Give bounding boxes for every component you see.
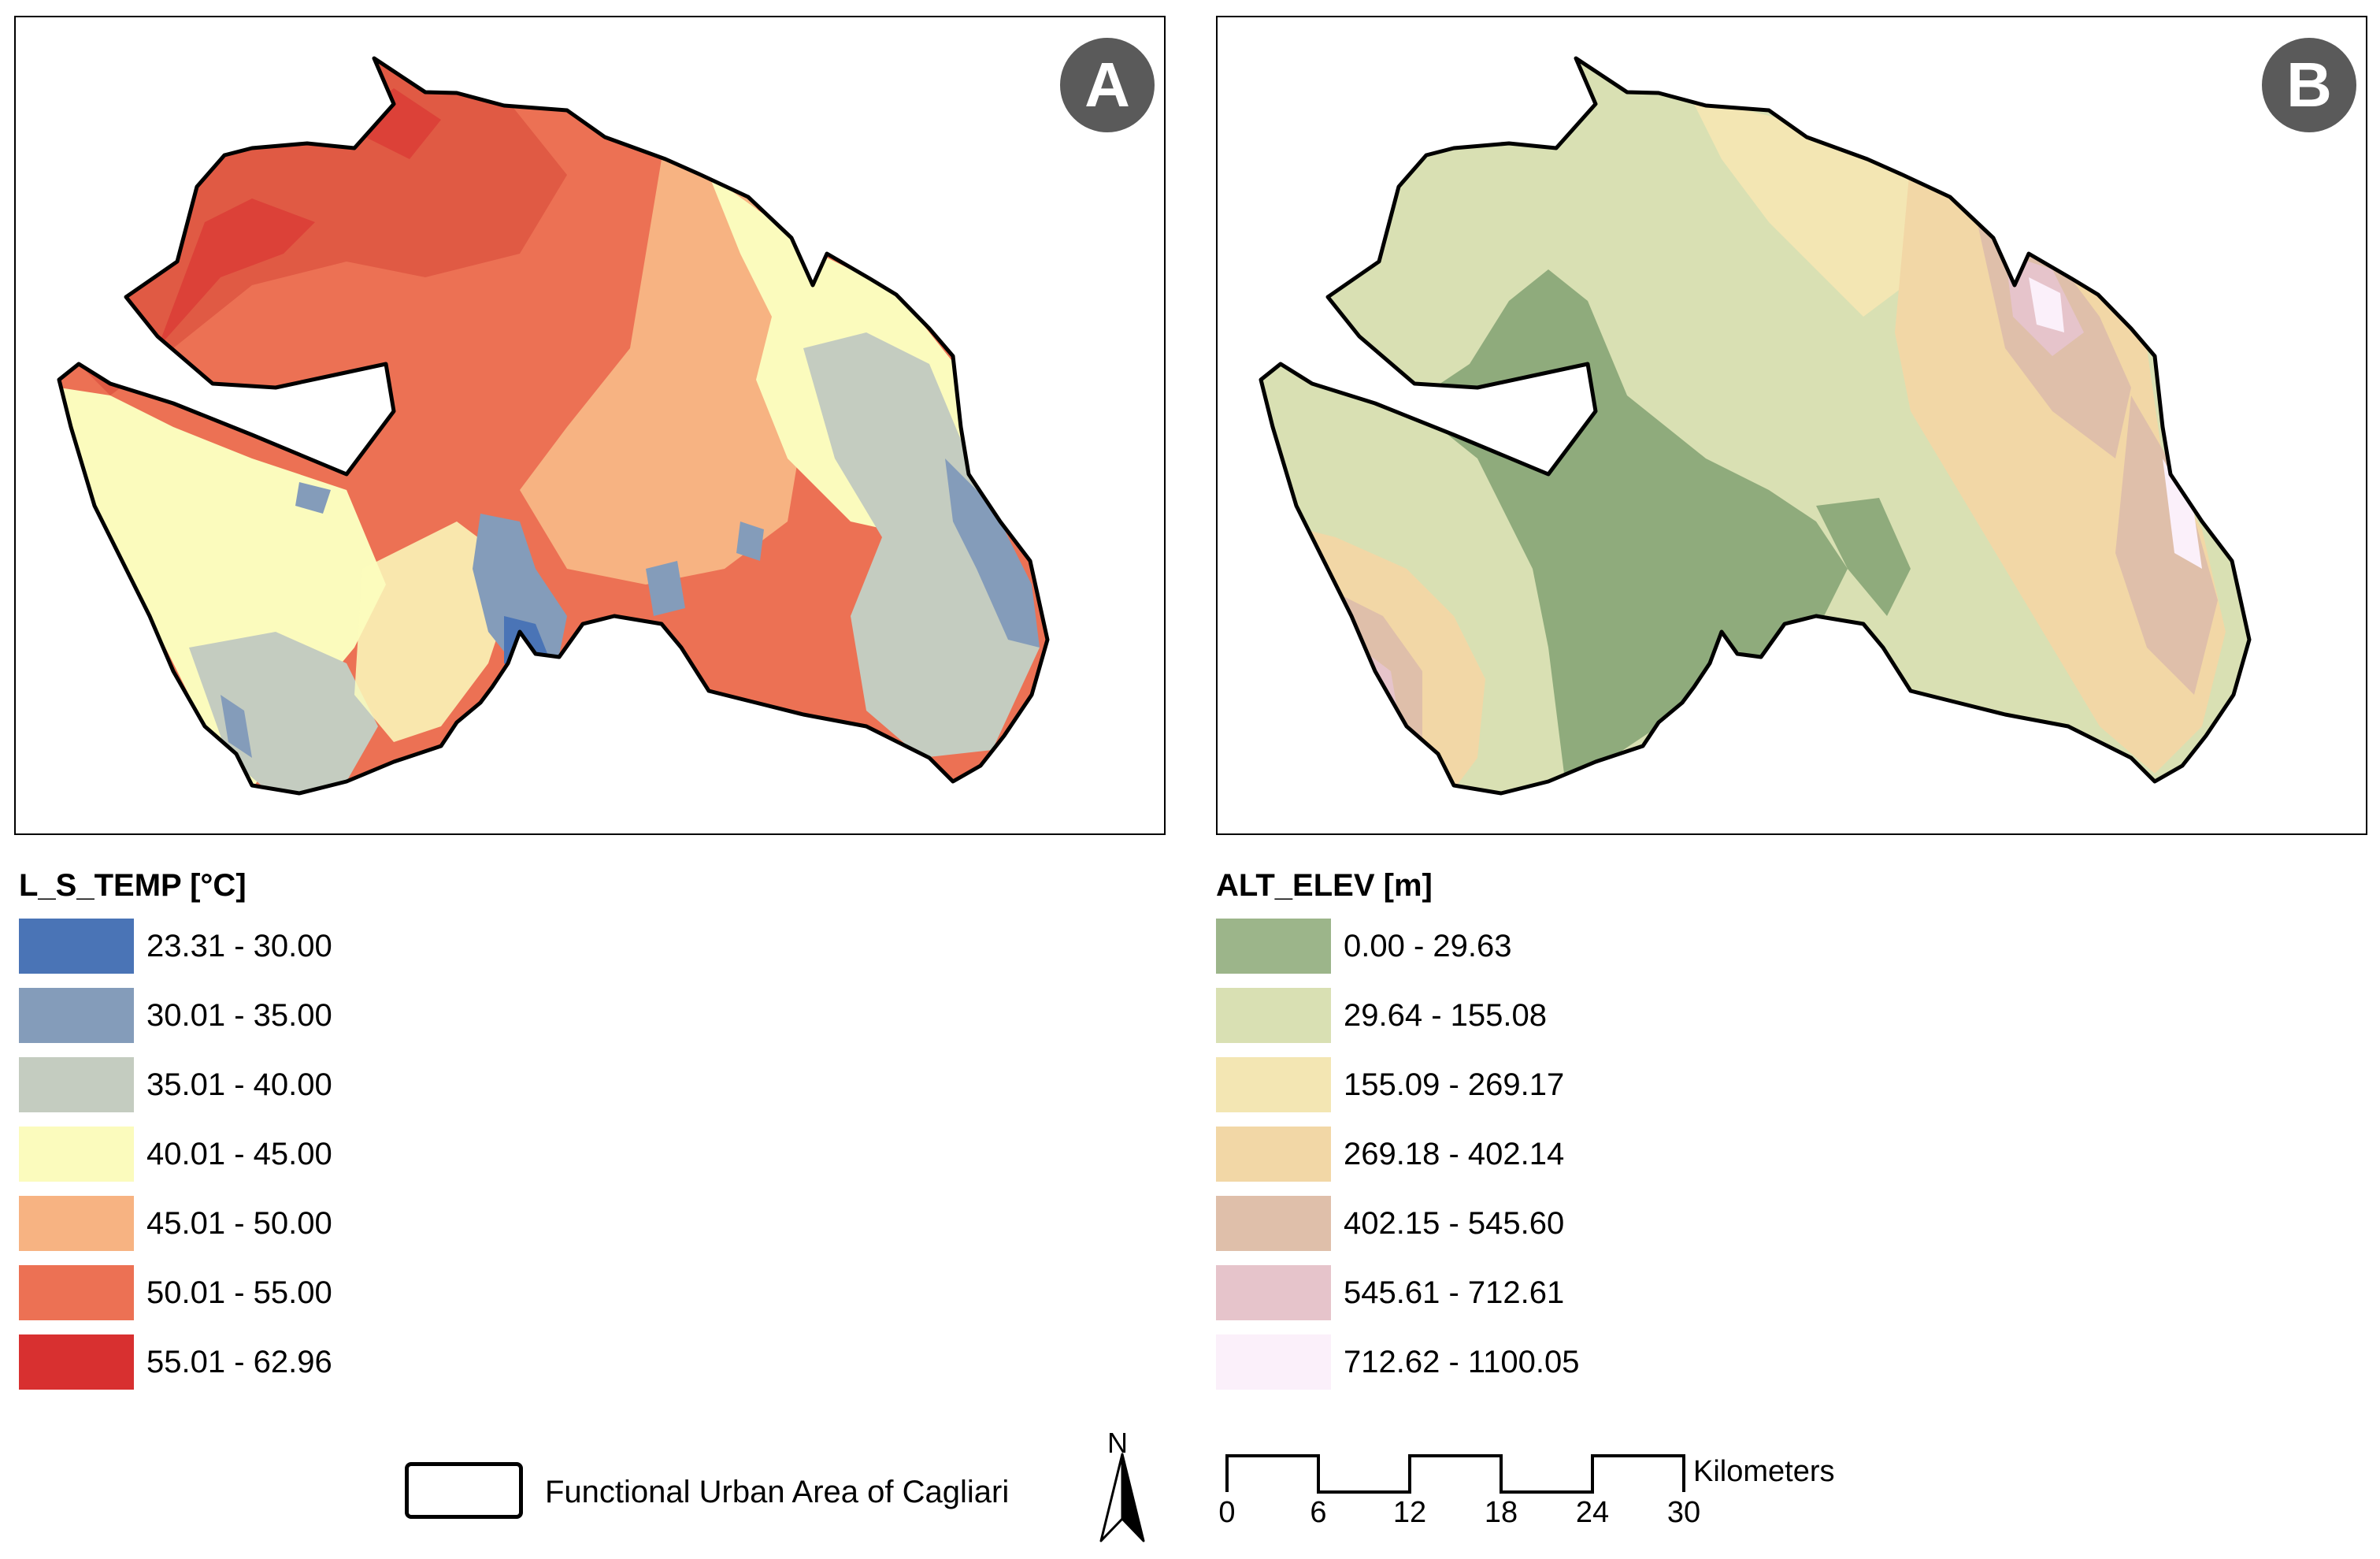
legend-label: 23.31 - 30.00: [146, 929, 332, 963]
legend-label: 269.18 - 402.14: [1344, 1137, 1565, 1171]
boundary-label: Functional Urban Area of Cagliari: [545, 1475, 1010, 1509]
temperature-legend-title: L_S_TEMP [°C]: [19, 868, 247, 903]
boundary-swatch: [405, 1462, 523, 1519]
scale-bar: [1225, 1454, 1685, 1494]
legend-item: 0.00 - 29.63: [1216, 919, 1512, 988]
legend-item: 30.01 - 35.00: [19, 988, 332, 1057]
legend-item: 55.01 - 62.96: [19, 1334, 332, 1404]
legend-item: 545.61 - 712.61: [1216, 1265, 1564, 1334]
legend-label: 40.01 - 45.00: [146, 1137, 332, 1171]
panel-badge-a: A: [1060, 38, 1155, 132]
legend-item: 35.01 - 40.00: [19, 1057, 332, 1127]
legend-item: 402.15 - 545.60: [1216, 1196, 1564, 1265]
temperature-map: [16, 17, 1164, 833]
scale-unit-label: Kilometers: [1693, 1455, 1835, 1488]
legend-swatch: [1216, 1196, 1331, 1251]
elevation-raster: [1261, 58, 2249, 793]
legend-label: 55.01 - 62.96: [146, 1345, 332, 1379]
legend-label: 45.01 - 50.00: [146, 1206, 332, 1241]
legend-swatch: [19, 1265, 134, 1320]
legend-swatch: [19, 1334, 134, 1390]
temperature-raster: [59, 58, 1047, 793]
legend-label: 35.01 - 40.00: [146, 1067, 332, 1102]
legend-label: 0.00 - 29.63: [1344, 929, 1512, 963]
elevation-legend-title: ALT_ELEV [m]: [1216, 868, 1433, 903]
map-panel-elevation: B: [1216, 16, 2367, 835]
north-label: N: [1107, 1427, 1128, 1459]
legend-item: 29.64 - 155.08: [1216, 988, 1547, 1057]
scale-tick-label: 0: [1218, 1496, 1236, 1529]
legend-item: 45.01 - 50.00: [19, 1196, 332, 1265]
legend-label: 29.64 - 155.08: [1344, 998, 1547, 1033]
legend-swatch: [1216, 1127, 1331, 1182]
legend-swatch: [19, 1127, 134, 1182]
legend-label: 712.62 - 1100.05: [1344, 1345, 1580, 1379]
legend-label: 545.61 - 712.61: [1344, 1275, 1565, 1310]
elevation-legend: ALT_ELEV [m] 0.00 - 29.63 29.64 - 155.08…: [1216, 865, 1580, 1404]
legend-label: 50.01 - 55.00: [146, 1275, 332, 1310]
elevation-map: [1259, 56, 2252, 796]
scale-tick-label: 30: [1666, 1496, 1701, 1529]
scale-tick-label: 12: [1392, 1496, 1427, 1529]
legend-item: 50.01 - 55.00: [19, 1265, 332, 1334]
scale-tick-label: 6: [1310, 1496, 1327, 1529]
legend-label: 402.15 - 545.60: [1344, 1206, 1565, 1241]
legend-swatch: [1216, 1334, 1331, 1390]
legend-swatch: [19, 988, 134, 1043]
north-arrow-icon: [1099, 1453, 1145, 1542]
legend-swatch: [19, 919, 134, 974]
legend-item: 40.01 - 45.00: [19, 1127, 332, 1196]
legend-swatch: [19, 1196, 134, 1251]
legend-label: 30.01 - 35.00: [146, 998, 332, 1033]
legend-swatch: [1216, 919, 1331, 974]
panel-badge-b: B: [2262, 38, 2356, 132]
legend-label: 155.09 - 269.17: [1344, 1067, 1565, 1102]
legend-swatch: [1216, 1057, 1331, 1112]
scale-tick-label: 24: [1575, 1496, 1610, 1529]
legend-swatch: [1216, 988, 1331, 1043]
legend-item: 269.18 - 402.14: [1216, 1127, 1564, 1196]
temperature-legend: L_S_TEMP [°C] 23.31 - 30.00 30.01 - 35.0…: [19, 865, 332, 1404]
map-panel-temperature: A: [14, 16, 1166, 835]
legend-swatch: [1216, 1265, 1331, 1320]
legend-item: 155.09 - 269.17: [1216, 1057, 1564, 1127]
legend-swatch: [19, 1057, 134, 1112]
legend-item: 23.31 - 30.00: [19, 919, 332, 988]
scale-tick-label: 18: [1484, 1496, 1518, 1529]
legend-item: 712.62 - 1100.05: [1216, 1334, 1580, 1404]
